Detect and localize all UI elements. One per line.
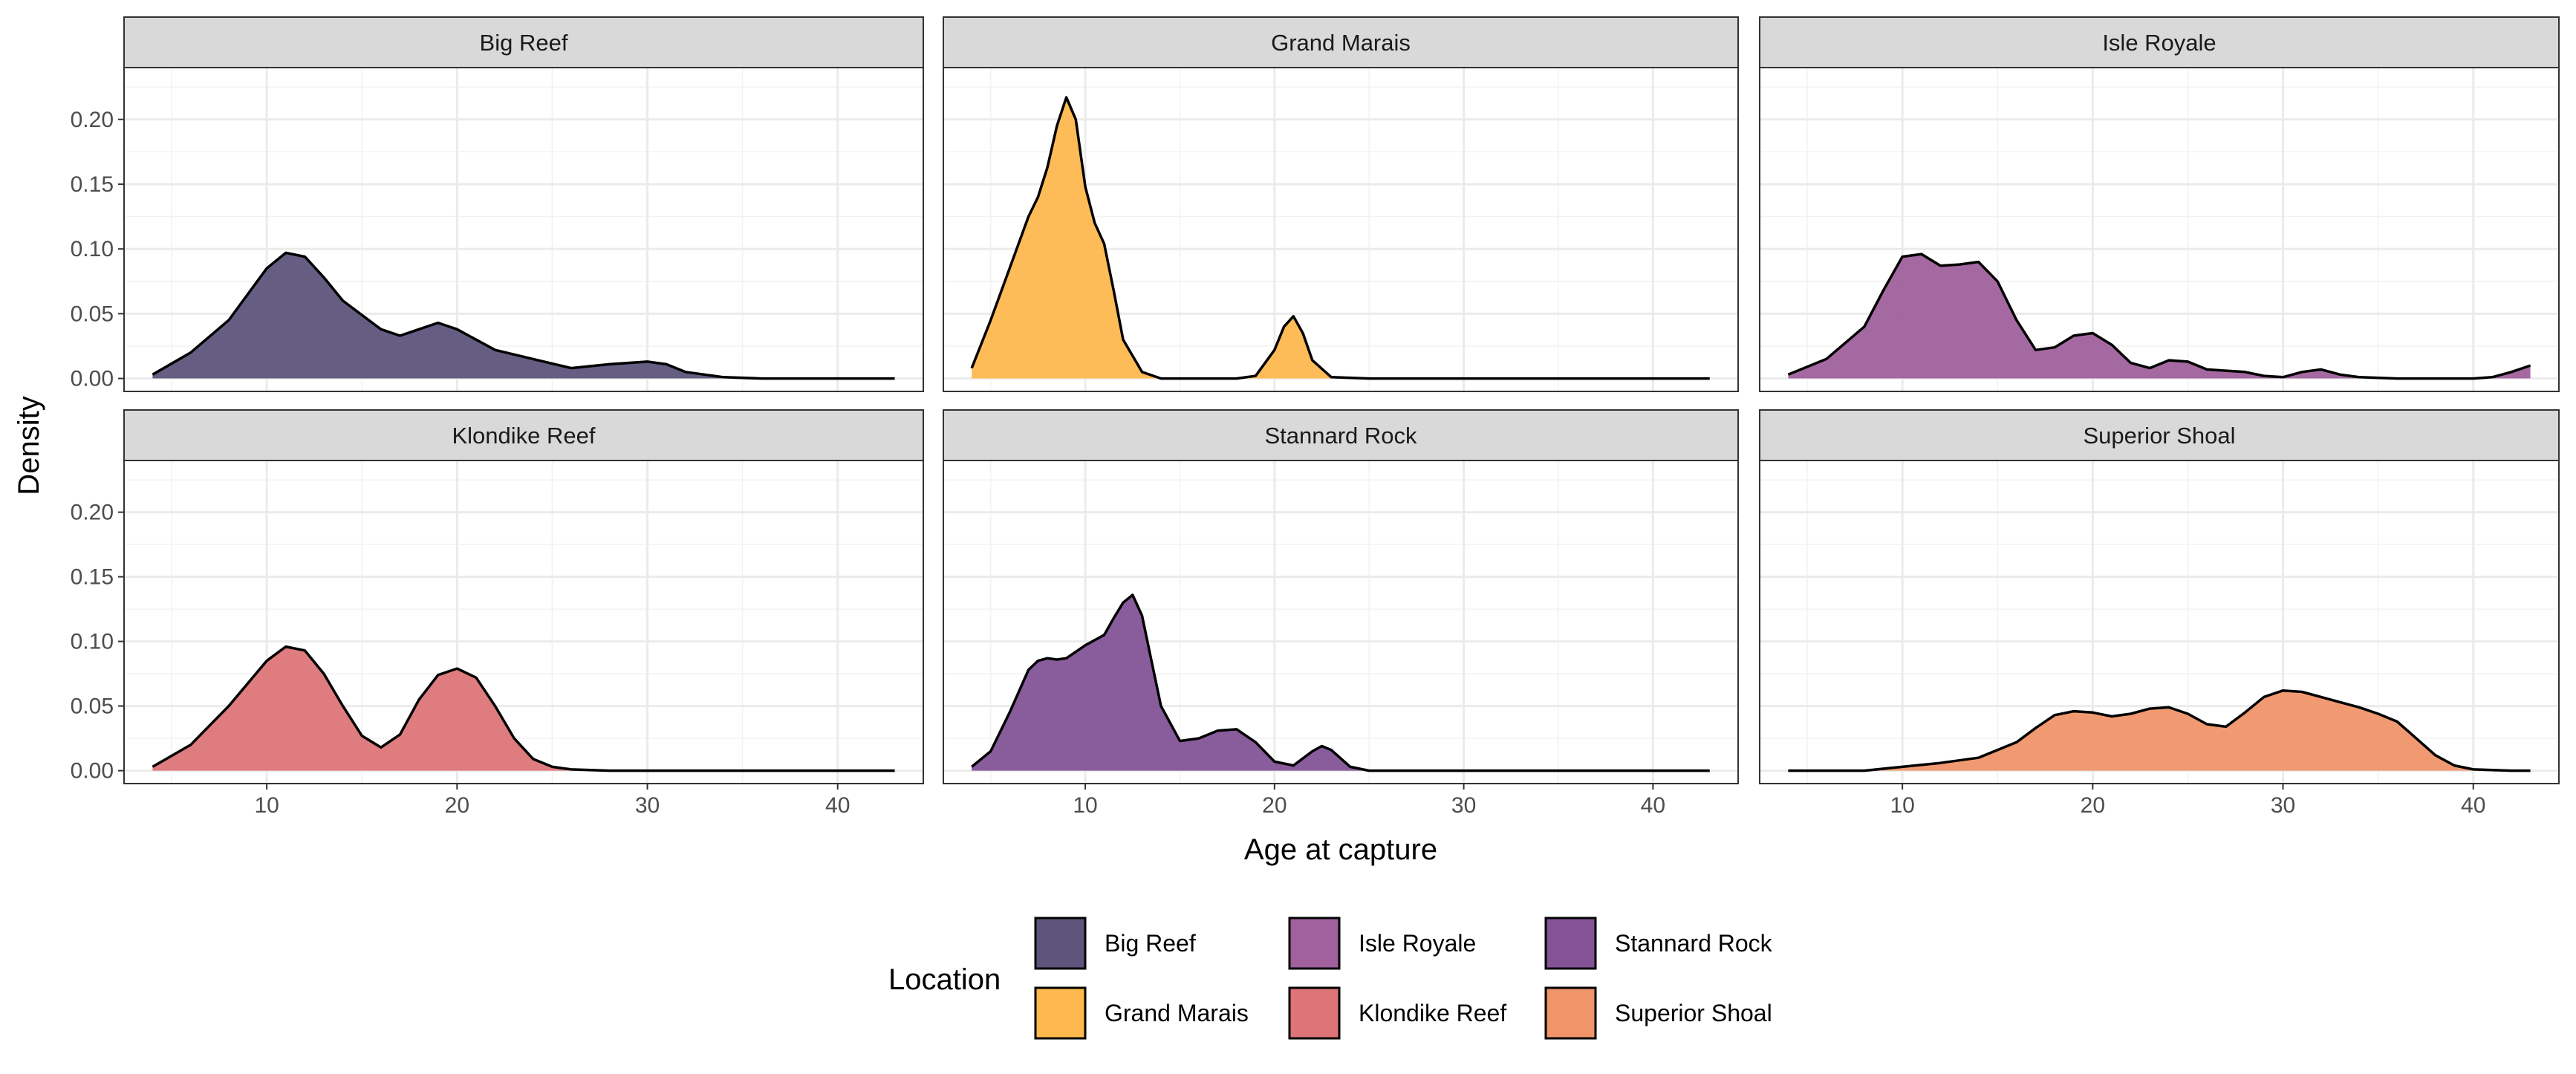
- y-axis: 0.00 0.05 0.10 0.15 0.20 0.00 0.05 0.10 0.15 0.20: [71, 108, 124, 784]
- panel-superior-shoal: Superior Shoal: [1759, 409, 2560, 784]
- density-line-klondike-reef: [152, 645, 895, 772]
- strip-label-big-reef: Big Reef: [480, 30, 568, 56]
- panel-big-reef: Big Reef: [123, 16, 924, 392]
- legend-label-superior-shoal: Superior Shoal: [1615, 1000, 1772, 1026]
- panel-border: [123, 460, 924, 784]
- y-tick-label: 0.15: [71, 565, 114, 590]
- y-tick-label: 0.05: [71, 302, 114, 326]
- legend-key-isle-royale: [1288, 917, 1341, 970]
- density-area-klondike-reef: [152, 646, 895, 771]
- strip-label-isle-royale: Isle Royale: [2102, 30, 2216, 56]
- legend-item-big-reef: Big Reef: [1034, 917, 1196, 970]
- x-tick-label: 20: [445, 793, 469, 818]
- y-tick-label: 0.00: [71, 367, 114, 391]
- legend-item-stannard-rock: Stannard Rock: [1544, 917, 1773, 970]
- strip-label-klondike-reef: Klondike Reef: [452, 423, 595, 449]
- strip-klondike-reef: [123, 409, 924, 461]
- y-tick-label: 0.20: [71, 108, 114, 132]
- y-tick-label: 0.20: [71, 501, 114, 525]
- legend-label-klondike-reef: Klondike Reef: [1359, 1000, 1506, 1026]
- strip-label-stannard-rock: Stannard Rock: [1264, 423, 1417, 449]
- panel-border: [1759, 460, 2560, 784]
- legend-label-big-reef: Big Reef: [1105, 930, 1196, 957]
- density-line-superior-shoal: [1788, 689, 2531, 772]
- legend-key-big-reef: [1034, 917, 1087, 970]
- density-area-isle-royale: [1788, 254, 2531, 379]
- y-tick-label: 0.00: [71, 759, 114, 784]
- legend-label-grand-marais: Grand Marais: [1105, 1000, 1249, 1026]
- legend-key-klondike-reef: [1288, 986, 1341, 1040]
- panel-grand-marais: Grand Marais: [943, 16, 1739, 392]
- x-tick-label: 10: [1073, 793, 1097, 818]
- density-area-superior-shoal: [1788, 690, 2531, 771]
- strip-big-reef: [123, 16, 924, 68]
- density-line-isle-royale: [1787, 253, 2531, 380]
- panel-isle-royale: Isle Royale: [1759, 16, 2560, 392]
- x-axis: 10 20 30 40 10 20 30 40 10 20 30 40: [254, 784, 2485, 818]
- strip-label-grand-marais: Grand Marais: [1271, 30, 1411, 56]
- strip-stannard-rock: [943, 409, 1739, 461]
- x-tick-label: 40: [2461, 793, 2485, 818]
- legend-label-isle-royale: Isle Royale: [1359, 930, 1476, 957]
- x-tick-label: 30: [1451, 793, 1476, 818]
- density-area-big-reef: [152, 253, 895, 379]
- y-axis-title: Density: [13, 396, 45, 495]
- legend-item-klondike-reef: Klondike Reef: [1288, 986, 1506, 1040]
- strip-grand-marais: [943, 16, 1739, 68]
- legend-label-stannard-rock: Stannard Rock: [1615, 930, 1773, 957]
- density-line-big-reef: [152, 251, 895, 380]
- x-tick-label: 20: [2081, 793, 2105, 818]
- strip-superior-shoal: [1759, 409, 2560, 461]
- panel-border: [123, 67, 924, 392]
- panel-border: [943, 67, 1739, 392]
- x-tick-label: 10: [1890, 793, 1914, 818]
- density-area-grand-marais: [972, 97, 1710, 379]
- legend-item-isle-royale: Isle Royale: [1288, 917, 1476, 970]
- legend-item-superior-shoal: Superior Shoal: [1544, 986, 1772, 1040]
- y-tick-label: 0.05: [71, 694, 114, 719]
- density-line-grand-marais: [970, 96, 1710, 380]
- legend-title: Location: [888, 963, 1001, 996]
- legend: Location Big Reef Isle Royale Stannard Roc…: [888, 917, 1773, 1040]
- x-tick-label: 10: [254, 793, 279, 818]
- x-tick-label: 30: [635, 793, 660, 818]
- facet-panels: Big Reef Grand Marais Isle Royale Klondike …: [123, 16, 2560, 784]
- density-area-stannard-rock: [972, 595, 1710, 771]
- legend-key-superior-shoal: [1544, 986, 1597, 1040]
- legend-key-grand-marais: [1034, 986, 1087, 1040]
- x-tick-label: 40: [1641, 793, 1665, 818]
- legend-item-grand-marais: Grand Marais: [1034, 986, 1249, 1040]
- x-tick-label: 40: [825, 793, 850, 818]
- density-line-stannard-rock: [971, 593, 1710, 772]
- y-tick-label: 0.10: [71, 237, 114, 261]
- panel-border: [1759, 67, 2560, 392]
- panel-border: [943, 460, 1739, 784]
- y-tick-label: 0.15: [71, 172, 114, 197]
- legend-key-stannard-rock: [1544, 917, 1597, 970]
- strip-label-superior-shoal: Superior Shoal: [2083, 423, 2235, 449]
- x-axis-title: Age at capture: [1244, 833, 1437, 866]
- x-tick-label: 30: [2271, 793, 2295, 818]
- x-tick-label: 20: [1262, 793, 1287, 818]
- panel-stannard-rock: Stannard Rock: [943, 409, 1739, 784]
- y-tick-label: 0.10: [71, 630, 114, 654]
- panel-klondike-reef: Klondike Reef: [123, 409, 924, 784]
